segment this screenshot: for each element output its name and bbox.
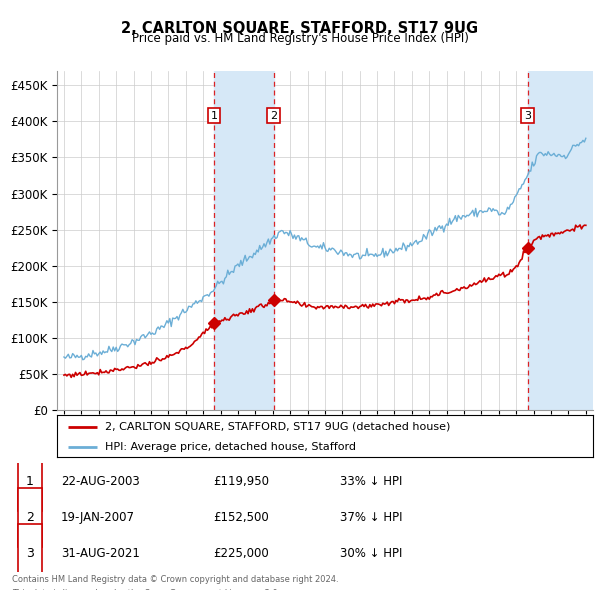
Bar: [214, 71, 274, 410]
Bar: [18, 451, 42, 511]
Text: 1: 1: [26, 475, 34, 488]
Text: 2, CARLTON SQUARE, STAFFORD, ST17 9UG (detached house): 2, CARLTON SQUARE, STAFFORD, ST17 9UG (d…: [105, 422, 451, 432]
Text: 3: 3: [524, 110, 531, 120]
Text: Contains HM Land Registry data © Crown copyright and database right 2024.: Contains HM Land Registry data © Crown c…: [12, 575, 338, 584]
Bar: [527, 71, 595, 410]
Text: £152,500: £152,500: [214, 511, 269, 524]
Text: 2: 2: [270, 110, 277, 120]
Text: 37% ↓ HPI: 37% ↓ HPI: [340, 511, 403, 524]
Text: 2, CARLTON SQUARE, STAFFORD, ST17 9UG: 2, CARLTON SQUARE, STAFFORD, ST17 9UG: [121, 21, 479, 35]
Text: 31-AUG-2021: 31-AUG-2021: [61, 547, 140, 560]
Text: 22-AUG-2003: 22-AUG-2003: [61, 475, 140, 488]
Text: £225,000: £225,000: [214, 547, 269, 560]
Text: This data is licensed under the Open Government Licence v3.0.: This data is licensed under the Open Gov…: [12, 589, 280, 590]
Text: 33% ↓ HPI: 33% ↓ HPI: [340, 475, 403, 488]
Text: 3: 3: [26, 547, 34, 560]
Text: £119,950: £119,950: [214, 475, 269, 488]
Text: 1: 1: [211, 110, 218, 120]
Text: 30% ↓ HPI: 30% ↓ HPI: [340, 547, 403, 560]
Text: 2: 2: [26, 511, 34, 524]
Bar: [18, 524, 42, 584]
Text: 19-JAN-2007: 19-JAN-2007: [61, 511, 135, 524]
Text: HPI: Average price, detached house, Stafford: HPI: Average price, detached house, Staf…: [105, 442, 356, 451]
Text: Price paid vs. HM Land Registry's House Price Index (HPI): Price paid vs. HM Land Registry's House …: [131, 32, 469, 45]
Bar: [18, 487, 42, 548]
